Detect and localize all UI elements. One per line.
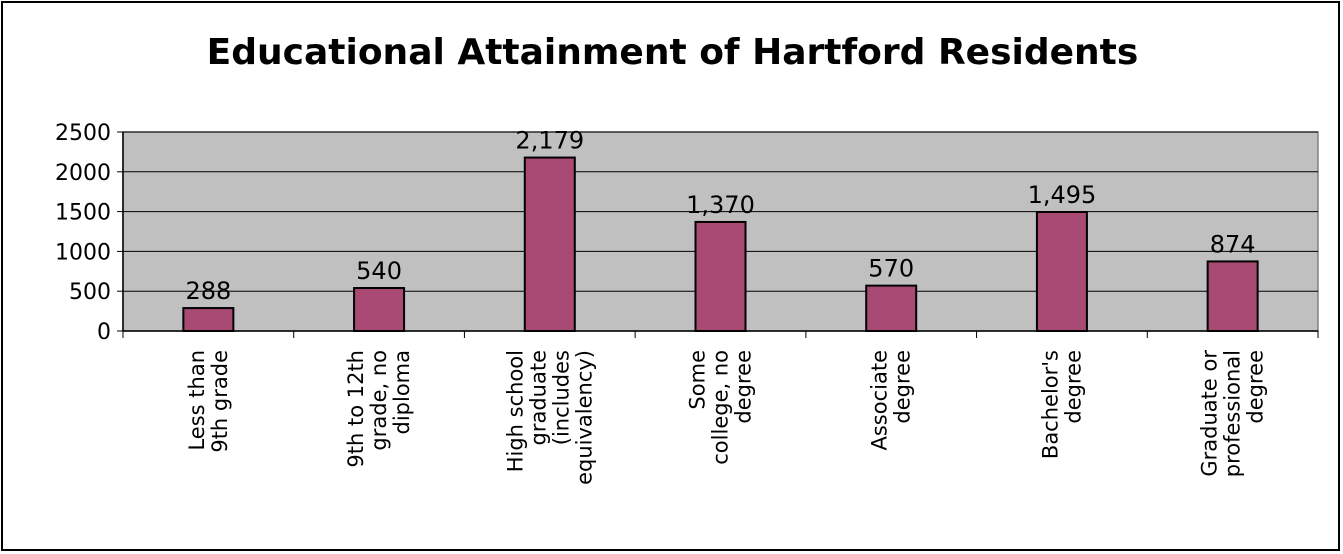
x-tick-label-line: (includes	[549, 350, 573, 445]
x-tick-labels: Less than9th grade 9th to 12thgrade, nodi…	[185, 350, 1268, 485]
x-tick-label: Associatedegree	[868, 350, 915, 451]
y-tick-label: 1500	[55, 201, 111, 226]
x-tick-label-line: professional	[1221, 350, 1245, 477]
chart-title: Educational Attainment of Hartford Resid…	[206, 32, 1139, 73]
data-label: 570	[868, 255, 914, 283]
x-tick-label-line: Some	[686, 350, 710, 410]
x-tick-label-line: equivalency)	[572, 350, 596, 485]
bar	[694, 220, 747, 332]
x-tick-label-line: degree	[1244, 350, 1268, 424]
x-tick-label-line: degree	[1061, 350, 1085, 424]
x-tick-label-line: degree	[891, 350, 915, 424]
data-labels: 288 540 2,179 1,370 570 1,495 874	[185, 127, 1255, 306]
bars	[182, 156, 1259, 332]
y-tick-label: 500	[69, 280, 111, 305]
y-tick-label: 1000	[55, 240, 111, 265]
data-label: 288	[185, 277, 231, 305]
x-tick-label-line: degree	[732, 350, 756, 424]
x-tick-label-line: grade, no	[367, 350, 391, 451]
x-tick-label-line: Bachelor's	[1038, 350, 1062, 459]
x-tick-label: 9th to 12thgrade, nodiploma	[344, 350, 414, 468]
x-tick-label-line: college, no	[709, 350, 733, 465]
data-label: 1,495	[1028, 181, 1097, 209]
x-tick-label-line: Associate	[868, 350, 892, 451]
y-tick-labels: 0 500 1000 1500 2000 2500	[55, 121, 111, 345]
x-tick-label-line: diploma	[390, 350, 414, 435]
x-tick-label: Bachelor'sdegree	[1038, 350, 1085, 459]
x-tick-label: Graduate orprofessionaldegree	[1198, 350, 1268, 478]
x-tick-label: Somecollege, nodegree	[686, 350, 756, 465]
data-label: 540	[356, 257, 402, 285]
data-label: 2,179	[515, 127, 584, 155]
x-tick-label-line: Graduate or	[1198, 350, 1222, 477]
bar	[865, 284, 918, 332]
bar	[523, 156, 576, 332]
y-tick-label: 2000	[55, 161, 111, 186]
bar	[1035, 210, 1088, 332]
x-tick-label-line: graduate	[526, 350, 550, 446]
x-tick-label: Less than9th grade	[185, 350, 232, 453]
x-tick-label: High schoolgraduate(includesequivalency)	[503, 350, 596, 485]
bar	[182, 307, 235, 332]
x-tick-label-line: High school	[503, 350, 527, 472]
x-tick-label-line: Less than	[185, 350, 209, 451]
y-tick-label: 2500	[55, 121, 111, 146]
x-tick-label-line: 9th to 12th	[344, 350, 368, 468]
data-label: 1,370	[686, 191, 755, 219]
bar	[1206, 260, 1259, 332]
y-tick-label: 0	[97, 320, 111, 345]
x-tick-label-line: 9th grade	[208, 350, 232, 453]
bar	[353, 287, 406, 332]
data-label: 874	[1210, 230, 1256, 258]
